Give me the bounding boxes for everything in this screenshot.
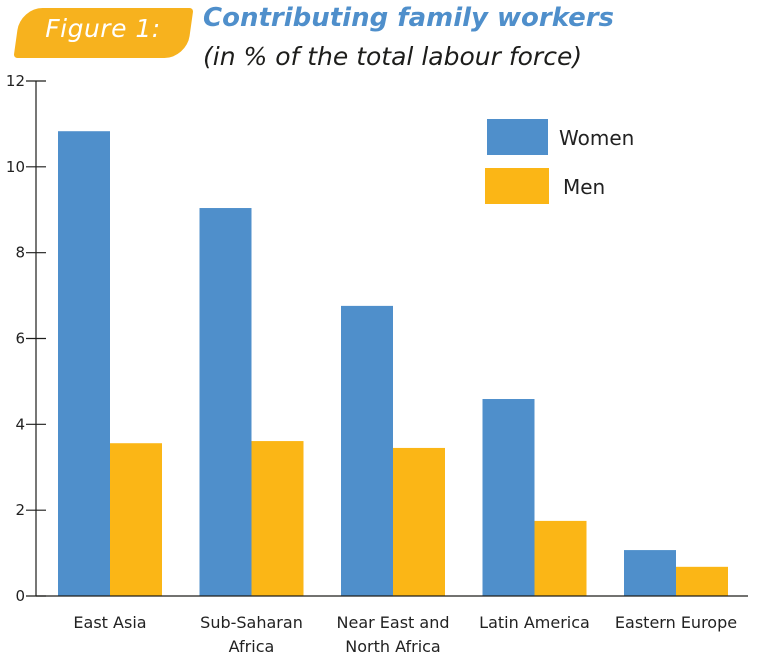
- legend-swatch-women: [487, 119, 548, 155]
- legend-label-men: Men: [563, 175, 605, 199]
- bars-layer: [58, 131, 728, 597]
- y-tick-label: 12: [6, 72, 25, 90]
- y-tick-label: 6: [15, 330, 25, 348]
- x-category-label: East Asia: [73, 613, 146, 632]
- y-tick-label: 2: [15, 501, 25, 519]
- y-tick-label: 0: [15, 587, 25, 605]
- x-category-label: Eastern Europe: [615, 613, 737, 632]
- y-tick-label: 8: [15, 244, 25, 262]
- x-category-label: Sub-Saharan: [200, 613, 303, 632]
- axes-layer: 0 2 4 6 8 10 12 East Asia Sub-Saharan Africa Near …: [6, 72, 748, 656]
- bar-men-0: [110, 443, 162, 596]
- bar-women-4: [624, 550, 676, 596]
- bar-men-4: [676, 566, 728, 596]
- bar-women-2: [341, 305, 393, 596]
- chart-subtitle: (in % of the total labour force): [203, 42, 583, 71]
- chart-title: Contributing family workers: [203, 3, 615, 33]
- bar-women-1: [199, 208, 252, 597]
- bar-men-2: [393, 447, 445, 596]
- bar-women-3: [482, 399, 535, 596]
- x-category-label: Near East and: [337, 613, 450, 632]
- x-category-label: Latin America: [479, 613, 590, 632]
- y-tick-label: 10: [6, 158, 25, 176]
- bar-women-0: [58, 131, 110, 596]
- legend: Women Men: [485, 119, 634, 204]
- figure-label: Figure 1:: [45, 14, 161, 43]
- legend-swatch-men: [485, 168, 549, 204]
- y-tick-label: 4: [15, 415, 25, 433]
- legend-label-women: Women: [559, 126, 634, 150]
- x-category-label: North Africa: [345, 637, 440, 656]
- x-category-label: Africa: [229, 637, 275, 656]
- bar-men-1: [251, 441, 304, 596]
- bar-men-3: [534, 520, 587, 596]
